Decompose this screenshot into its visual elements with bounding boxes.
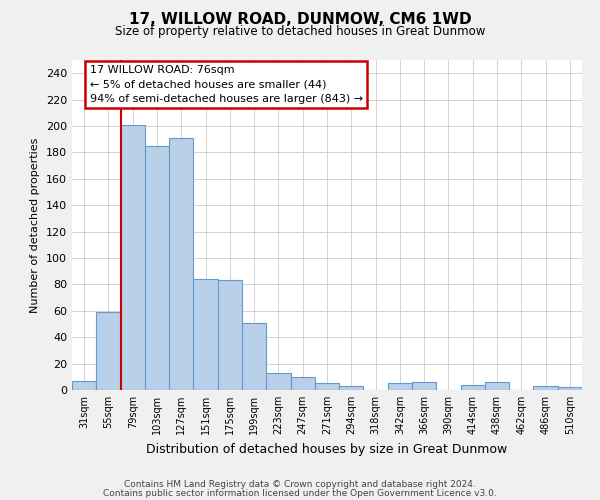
Bar — [485, 382, 509, 390]
Bar — [533, 386, 558, 390]
Y-axis label: Number of detached properties: Number of detached properties — [31, 138, 40, 312]
Bar — [169, 138, 193, 390]
Bar — [145, 146, 169, 390]
Bar — [242, 322, 266, 390]
Text: Size of property relative to detached houses in Great Dunmow: Size of property relative to detached ho… — [115, 25, 485, 38]
Bar — [461, 384, 485, 390]
Bar — [193, 279, 218, 390]
Bar — [290, 377, 315, 390]
Bar — [388, 384, 412, 390]
X-axis label: Distribution of detached houses by size in Great Dunmow: Distribution of detached houses by size … — [146, 442, 508, 456]
Bar — [266, 373, 290, 390]
Text: 17 WILLOW ROAD: 76sqm
← 5% of detached houses are smaller (44)
94% of semi-detac: 17 WILLOW ROAD: 76sqm ← 5% of detached h… — [90, 65, 363, 104]
Text: Contains public sector information licensed under the Open Government Licence v3: Contains public sector information licen… — [103, 488, 497, 498]
Bar — [412, 382, 436, 390]
Bar — [72, 381, 96, 390]
Text: 17, WILLOW ROAD, DUNMOW, CM6 1WD: 17, WILLOW ROAD, DUNMOW, CM6 1WD — [128, 12, 472, 28]
Text: Contains HM Land Registry data © Crown copyright and database right 2024.: Contains HM Land Registry data © Crown c… — [124, 480, 476, 489]
Bar — [218, 280, 242, 390]
Bar — [96, 312, 121, 390]
Bar — [121, 124, 145, 390]
Bar — [339, 386, 364, 390]
Bar — [558, 388, 582, 390]
Bar — [315, 384, 339, 390]
